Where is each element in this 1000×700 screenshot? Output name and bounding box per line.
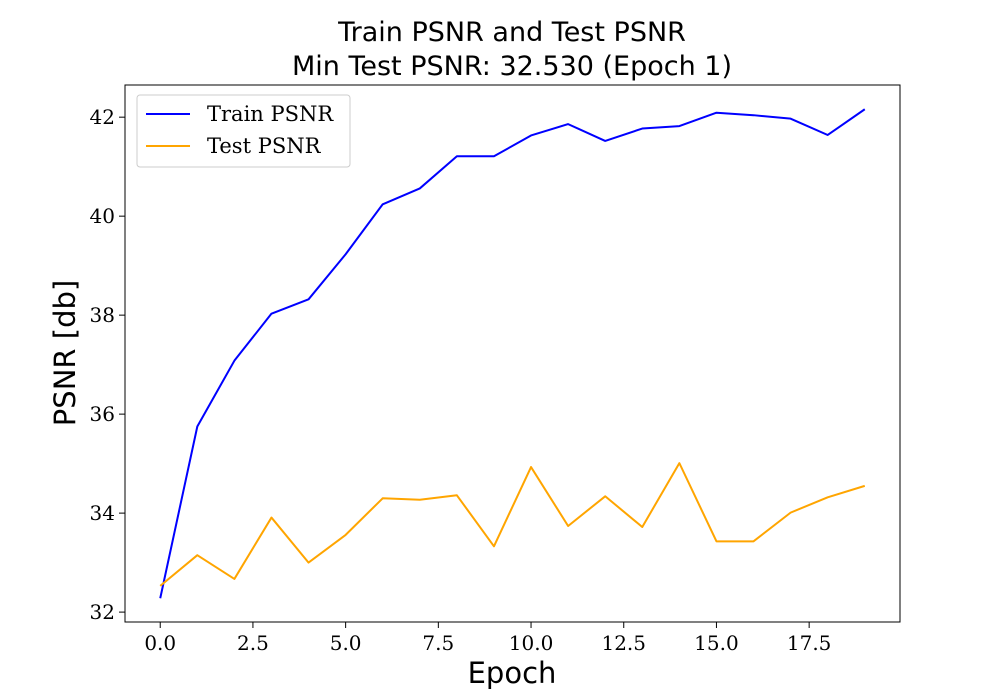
y-tick-label: 42 — [90, 105, 115, 129]
plot-area — [124, 84, 901, 623]
chart-subtitle: Min Test PSNR: 32.530 (Epoch 1) — [292, 51, 732, 82]
x-tick-label: 12.5 — [601, 631, 646, 655]
x-axis-label: Epoch — [468, 656, 557, 690]
x-tick-label: 10.0 — [509, 631, 554, 655]
y-tick-label: 38 — [90, 303, 115, 327]
series-line-train-psnr — [159, 108, 866, 599]
x-tick-label: 0.0 — [144, 631, 176, 655]
x-tick-label: 5.0 — [330, 631, 362, 655]
y-tick-label: 32 — [90, 600, 115, 624]
y-axis: 32 34 36 38 40 42 — [90, 105, 125, 624]
y-tick-label: 34 — [90, 501, 115, 525]
x-tick-label: 7.5 — [422, 631, 454, 655]
y-axis-label: PSNR [db] — [48, 280, 82, 426]
y-tick-label: 36 — [90, 402, 115, 426]
series-line-test-psnr — [159, 462, 866, 587]
x-tick-label: 2.5 — [237, 631, 269, 655]
x-tick-label: 17.5 — [787, 631, 832, 655]
series-layer — [159, 108, 866, 599]
x-axis: 0.0 2.5 5.0 7.5 10.0 12.5 15.0 17.5 — [144, 622, 831, 655]
legend-label-test: Test PSNR — [207, 134, 322, 158]
legend: Train PSNR Test PSNR — [136, 94, 351, 168]
legend-label-train: Train PSNR — [207, 102, 334, 126]
legend-frame — [136, 94, 351, 168]
chart-title: Train PSNR and Test PSNR — [337, 17, 686, 48]
x-tick-label: 15.0 — [694, 631, 739, 655]
y-tick-label: 40 — [90, 204, 115, 228]
